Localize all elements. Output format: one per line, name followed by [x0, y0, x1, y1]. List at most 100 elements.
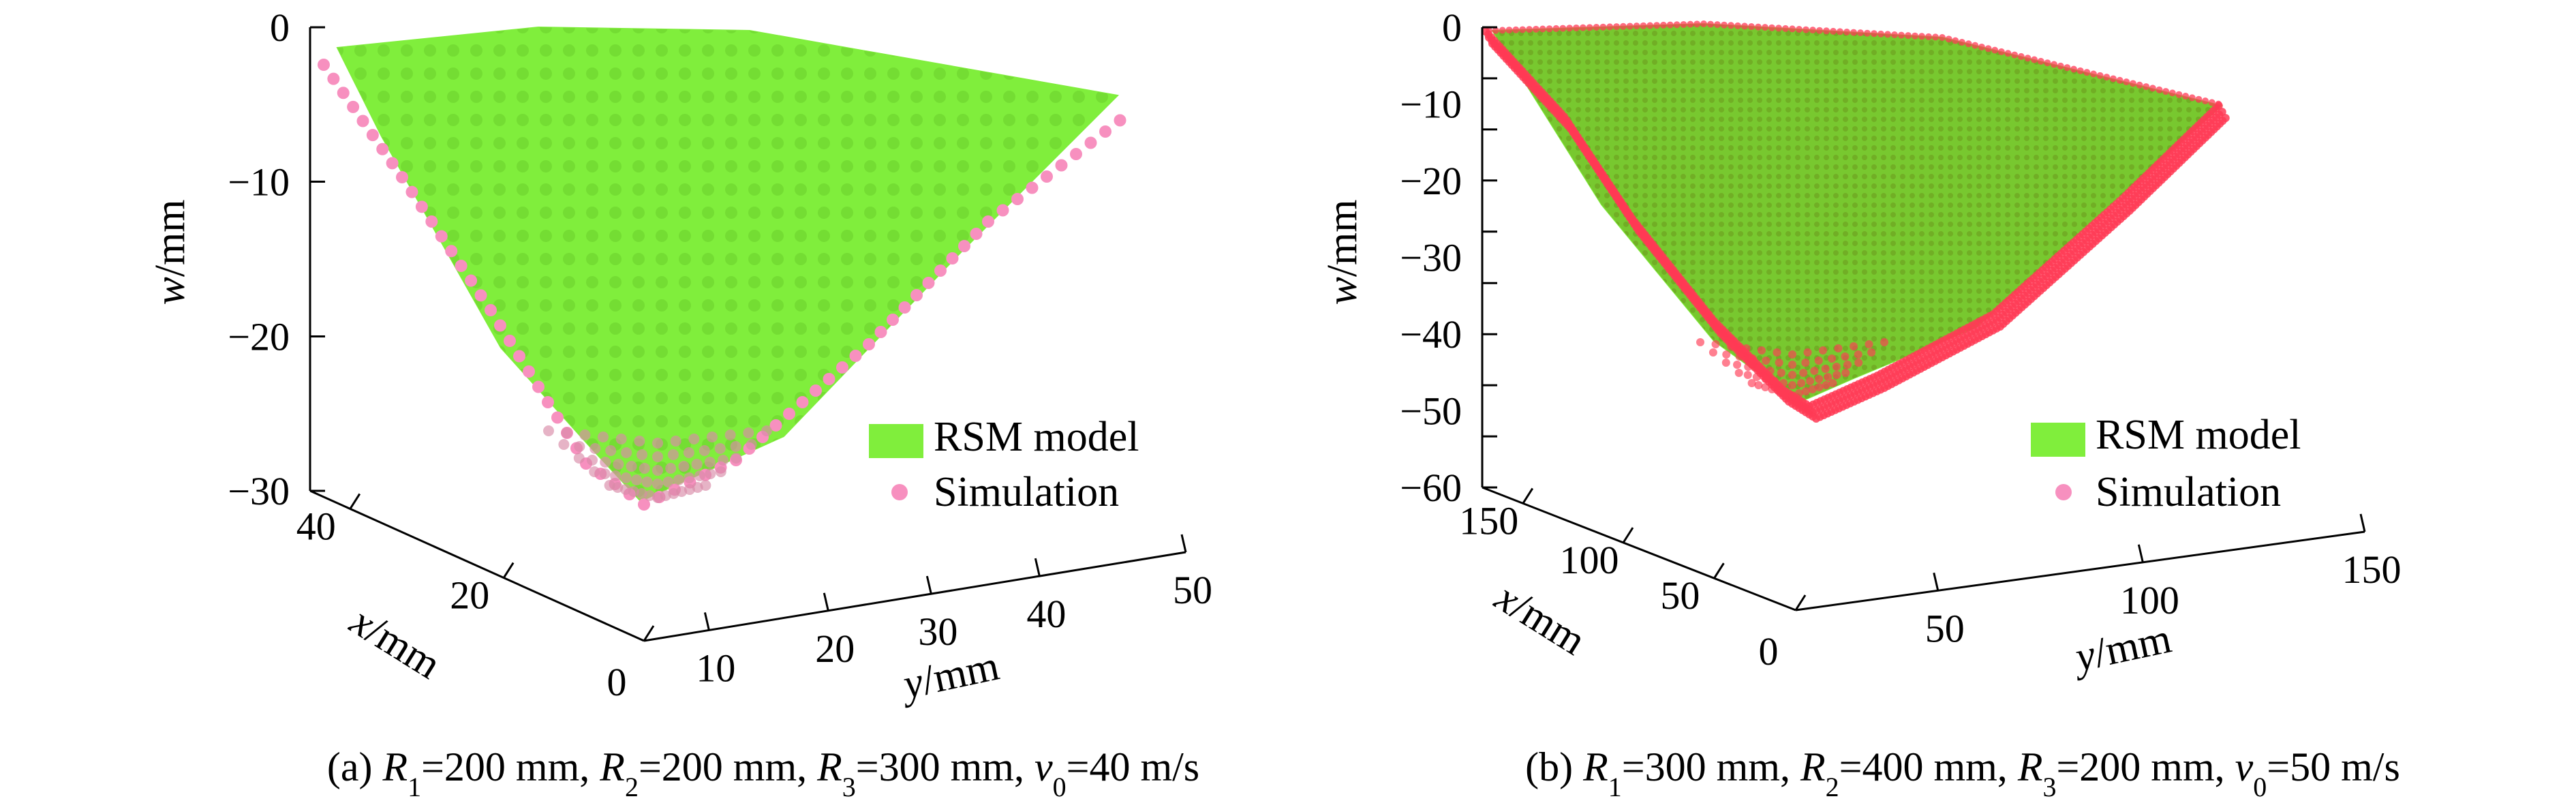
rsm-mesh-point [2062, 327, 2068, 332]
rsm-mesh-point [1557, 164, 1562, 170]
rsm-mesh-point [2205, 174, 2211, 179]
rsm-mesh-point [2110, 126, 2115, 132]
rsm-mesh-point [586, 91, 598, 103]
rsm-mesh-point [1642, 279, 1648, 284]
rsm-mesh-point [1518, 317, 1524, 322]
rsm-mesh-point [1690, 126, 1696, 132]
simulation-point [2004, 50, 2012, 57]
rsm-mesh-point [1700, 384, 1705, 389]
rsm-mesh-point [1096, 346, 1108, 358]
rsm-mesh-point [1585, 212, 1591, 217]
caption-part: =300 mm, [856, 744, 1034, 789]
rsm-mesh-point [1661, 346, 1667, 351]
rsm-mesh-point [864, 44, 876, 57]
rsm-mesh-point [1499, 365, 1505, 370]
rsm-mesh-point [1824, 117, 1829, 122]
rsm-mesh-point [1986, 174, 1991, 179]
rsm-mesh-point [1547, 183, 1552, 189]
rsm-mesh-point [1604, 117, 1610, 122]
rsm-mesh-point [1700, 155, 1705, 160]
rsm-mesh-point [1900, 88, 1905, 93]
rsm-mesh-point [447, 322, 459, 335]
rsm-mesh-point [1766, 164, 1772, 170]
rsm-mesh-point [656, 27, 668, 33]
rsm-mesh-point [1557, 336, 1562, 342]
simulation-point [1773, 348, 1781, 357]
rsm-mesh-point [818, 160, 830, 172]
rsm-mesh-point [1509, 298, 1514, 303]
rsm-mesh-point [748, 67, 761, 80]
rsm-mesh-point [337, 346, 343, 358]
simulation-point [1972, 42, 1979, 49]
y-tick-label: 150 [2342, 547, 2402, 592]
rsm-mesh-point [2053, 50, 2058, 55]
rsm-mesh-point [702, 253, 714, 265]
simulation-point [673, 474, 684, 485]
rsm-mesh-point [1661, 327, 1667, 332]
rsm-mesh-point [1824, 97, 1829, 103]
simulation-point [1026, 181, 1039, 194]
rsm-mesh-point [2062, 384, 2068, 389]
rsm-mesh-point [1633, 97, 1638, 103]
rsm-mesh-point [2148, 212, 2153, 217]
rsm-mesh-point [934, 27, 946, 33]
rsm-mesh-point [1881, 174, 1886, 179]
rsm-mesh-point [1814, 69, 1820, 74]
rsm-mesh-point [2091, 59, 2096, 65]
rsm-mesh-point [470, 207, 482, 219]
rsm-mesh-point [1509, 384, 1514, 389]
rsm-mesh-point [1948, 365, 1953, 370]
simulation-point [652, 479, 663, 489]
rsm-mesh-point [679, 230, 691, 242]
rsm-mesh-point [609, 299, 622, 312]
rsm-mesh-point [1671, 136, 1676, 141]
rsm-mesh-point [2215, 59, 2220, 65]
rsm-mesh-point [1642, 393, 1648, 399]
rsm-mesh-point [470, 91, 482, 103]
rsm-mesh-point [1986, 374, 1991, 380]
rsm-mesh-point [2100, 298, 2106, 303]
rsm-mesh-point [2138, 288, 2144, 294]
rsm-mesh-point [1747, 126, 1753, 132]
simulation-point [1850, 29, 1857, 36]
rsm-mesh-point [2186, 202, 2192, 208]
rsm-mesh-point [2072, 31, 2077, 36]
rsm-mesh-point [1833, 69, 1839, 74]
rsm-mesh-point [609, 160, 622, 172]
rsm-mesh-point [1547, 40, 1552, 46]
rsm-mesh-point [540, 207, 552, 219]
rsm-mesh-point [934, 207, 946, 219]
rsm-mesh-point [2177, 222, 2182, 227]
rsm-mesh-point [1576, 202, 1581, 208]
rsm-mesh-point [337, 462, 343, 474]
rsm-mesh-point [1026, 253, 1039, 265]
rsm-mesh-point [1719, 174, 1724, 179]
rsm-mesh-point [540, 253, 552, 265]
rsm-mesh-point [1967, 24, 1972, 27]
rsm-mesh-point [2119, 393, 2125, 399]
rsm-mesh-point [2129, 384, 2134, 389]
rsm-mesh-point [2100, 327, 2106, 332]
rsm-mesh-point [1700, 136, 1705, 141]
rsm-mesh-point [1547, 59, 1552, 65]
rsm-mesh-point [934, 230, 946, 242]
rsm-mesh-point [2119, 336, 2125, 342]
rsm-mesh-point [864, 299, 876, 312]
rsm-mesh-point [2186, 269, 2192, 275]
rsm-mesh-point [517, 276, 529, 288]
rsm-mesh-point [1604, 136, 1610, 141]
rsm-mesh-point [1900, 117, 1905, 122]
rsm-mesh-point [1096, 27, 1108, 33]
rsm-mesh-point [1003, 137, 1015, 149]
rsm-mesh-point [2014, 59, 2020, 65]
rsm-mesh-point [424, 27, 436, 33]
rsm-mesh-point [1910, 40, 1915, 46]
rsm-mesh-point [424, 322, 436, 335]
x-tick [643, 625, 655, 641]
rsm-mesh-point [1595, 374, 1600, 380]
rsm-mesh-point [1585, 193, 1591, 198]
rsm-mesh-point [1938, 50, 1944, 55]
rsm-mesh-point [2138, 384, 2144, 389]
simulation-point [898, 301, 911, 314]
